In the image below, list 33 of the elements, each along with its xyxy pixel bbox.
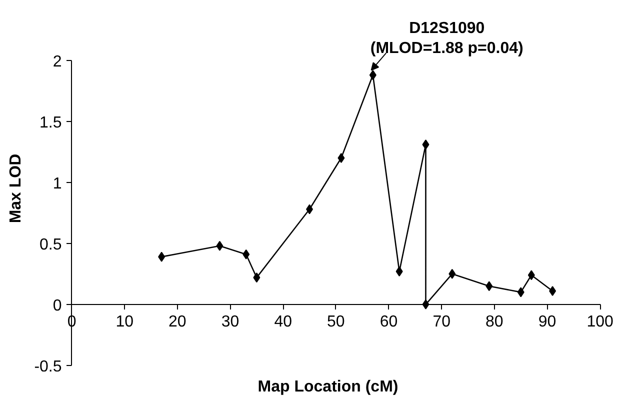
point — [242, 249, 250, 260]
y-tick-label: 1.5 — [40, 114, 62, 132]
y-axis-title: Max LOD — [8, 154, 24, 224]
y-tick-label: 2 — [52, 53, 62, 70]
point — [528, 270, 535, 280]
x-tick-label: 40 — [274, 313, 292, 330]
point — [216, 240, 224, 251]
point — [158, 252, 166, 262]
point — [253, 272, 260, 283]
point — [338, 153, 345, 163]
point — [486, 281, 493, 292]
x-axis-title: Map Location (cM) — [258, 378, 398, 396]
x-tick-label: 20 — [168, 313, 186, 330]
x-tick-label: 50 — [327, 313, 345, 330]
x-tick-label: 30 — [221, 313, 240, 330]
point — [306, 204, 314, 214]
point — [369, 70, 376, 80]
x-tick-label: 80 — [486, 313, 504, 330]
point — [549, 286, 556, 296]
point — [422, 140, 430, 150]
y-tick-label: 0 — [52, 297, 62, 314]
point — [448, 268, 456, 279]
x-tick-label: 70 — [432, 313, 451, 330]
point — [517, 287, 524, 298]
y-tick-label: 1 — [52, 175, 62, 192]
annotation: D12S1090 (MLOD=1.88 p=0.04) — [370, 20, 524, 58]
x-tick-label: 60 — [380, 313, 398, 330]
y-tick-label: -0.5 — [34, 358, 62, 376]
y-tick-label: 0.5 — [40, 236, 62, 254]
point — [396, 266, 403, 276]
x-tick-label: 10 — [116, 313, 134, 330]
x-tick-label: 90 — [538, 313, 556, 330]
x-tick-label: 100 — [586, 313, 614, 330]
